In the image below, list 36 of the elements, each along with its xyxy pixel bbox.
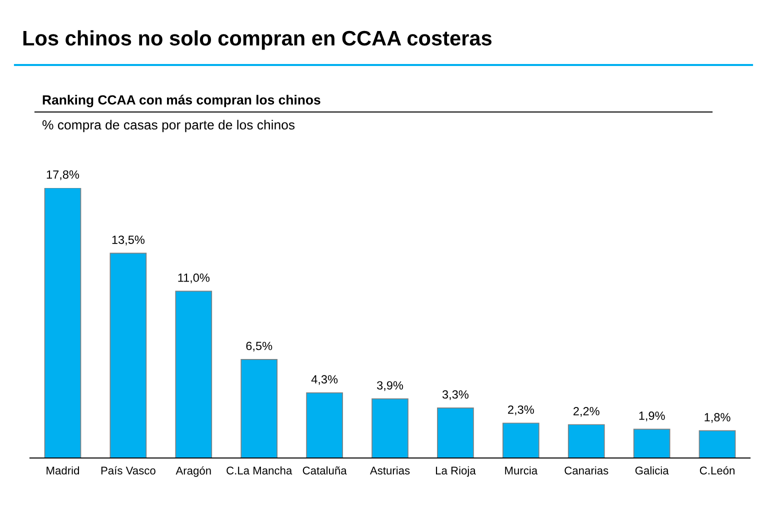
x-tick-label: País Vasco — [101, 466, 156, 474]
x-tick-label: Canarias — [564, 466, 608, 474]
data-label: 4,3% — [311, 375, 338, 385]
bar — [240, 358, 278, 458]
data-label: 6,5% — [246, 342, 272, 352]
x-tick-label: C.La Mancha — [226, 466, 292, 474]
bar — [306, 392, 343, 458]
chart-subtitle: Ranking CCAA con más compran los chinos — [42, 94, 320, 108]
chart-title: Los chinos no solo compran en CCAA costeras — [23, 30, 492, 50]
x-tick-label: C.León — [700, 466, 734, 474]
x-tick-label: La Rioja — [436, 466, 476, 477]
x-tick-label: Asturias — [370, 466, 410, 474]
data-label: 1,9% — [639, 412, 665, 422]
x-tick-label: Aragón — [176, 466, 211, 477]
bar — [633, 428, 670, 458]
bar — [698, 430, 736, 458]
data-label: 13,5% — [112, 236, 144, 246]
bar — [44, 188, 82, 458]
data-label: 3,9% — [376, 381, 404, 391]
bar — [110, 252, 147, 458]
x-tick-label: Madrid — [46, 466, 79, 474]
bar — [372, 398, 408, 458]
x-tick-label: Galicia — [635, 466, 669, 474]
data-label: 11,0% — [178, 274, 210, 284]
y-axis-title: % compra de casas por parte de los chinos — [42, 120, 295, 132]
data-label: 2,2% — [574, 406, 600, 417]
data-label: 3,3% — [442, 390, 468, 400]
data-label: 2,3% — [508, 405, 534, 416]
x-tick-label: Murcia — [505, 466, 538, 474]
bar — [437, 408, 474, 458]
x-tick-label: Cataluña — [302, 466, 347, 474]
bar — [175, 290, 212, 458]
bar — [568, 424, 605, 458]
data-label: 17,8% — [46, 170, 80, 180]
bar — [502, 422, 540, 458]
data-label: 1,8% — [704, 413, 730, 423]
